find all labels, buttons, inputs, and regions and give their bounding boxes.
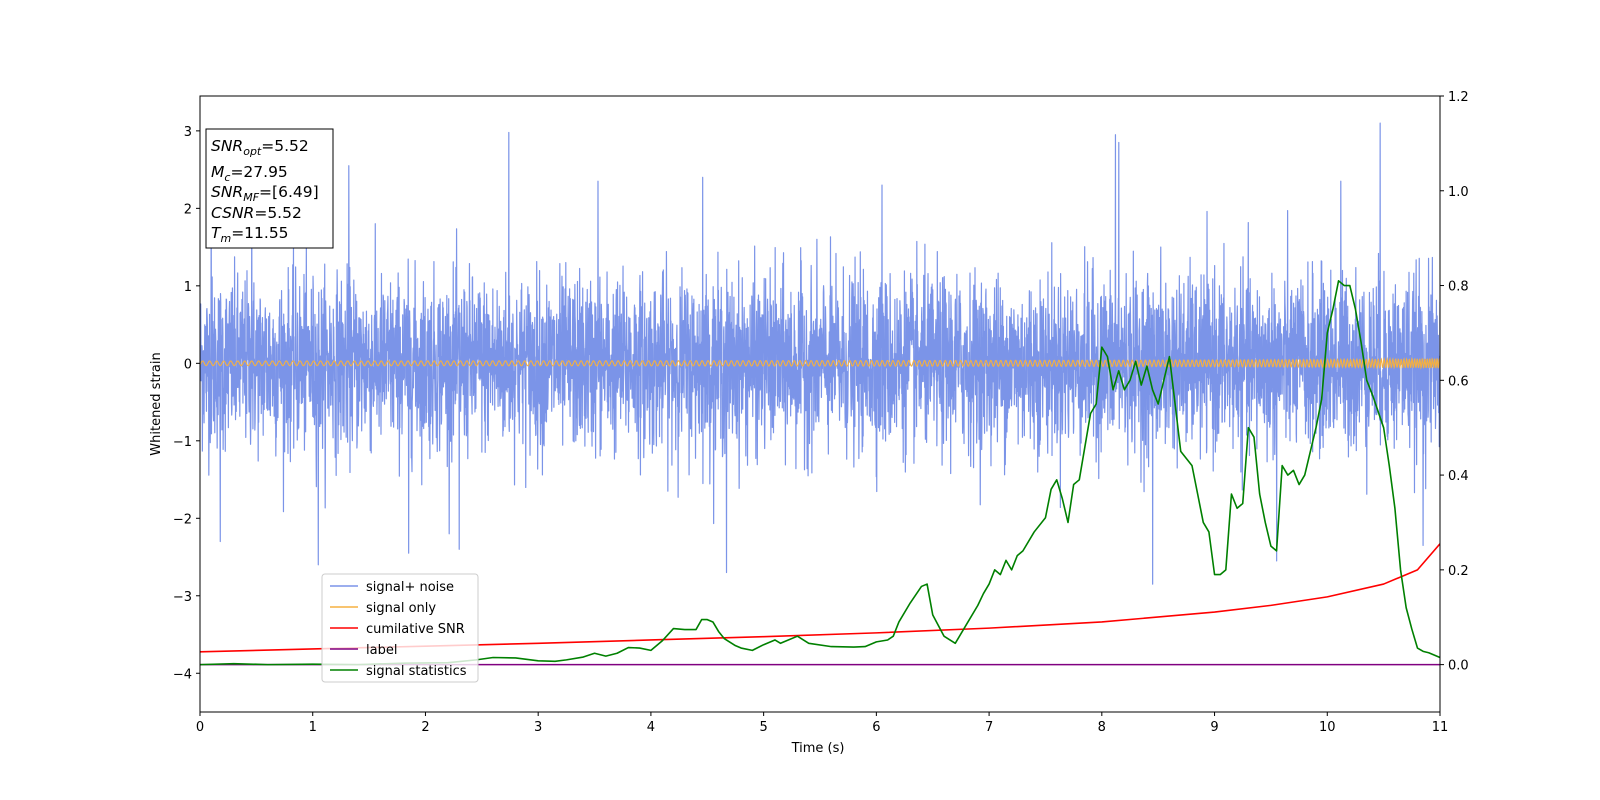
y-axis-label: Whitened strain bbox=[149, 352, 164, 455]
y2-tick-label: 0.8 bbox=[1448, 280, 1469, 295]
series-signal-statistics bbox=[200, 280, 1440, 666]
info-box: SNRopt=5.52 Mc=27.95 SNRMF=[6.49] CSNR=5… bbox=[205, 128, 334, 249]
x-tick-label: 3 bbox=[534, 720, 542, 735]
y-axis-ticks: 3 2 1 0 −1 −2 −3 −4 bbox=[173, 125, 200, 682]
signal-noise-line bbox=[200, 122, 1440, 585]
y2-tick-label: 0.0 bbox=[1448, 659, 1469, 674]
y2-tick-label: 0.6 bbox=[1448, 374, 1469, 389]
plot-frame bbox=[199, 95, 1441, 713]
x-tick-label: 4 bbox=[647, 720, 655, 735]
series-signal-noise bbox=[200, 122, 1440, 585]
x-tick-label: 6 bbox=[872, 720, 880, 735]
y-tick-label: −3 bbox=[173, 590, 192, 605]
y-tick-label: 2 bbox=[184, 202, 192, 217]
x-tick-label: 10 bbox=[1319, 720, 1336, 735]
info-snr-opt: SNRopt=5.52 bbox=[211, 137, 309, 158]
x-axis-ticks: 0 1 2 3 4 5 6 7 8 9 10 11 bbox=[196, 712, 1448, 735]
y2-tick-label: 1.0 bbox=[1448, 185, 1469, 200]
legend-label: signal only bbox=[366, 601, 436, 616]
y-tick-label: −1 bbox=[173, 435, 192, 450]
y2-tick-label: 0.2 bbox=[1448, 564, 1469, 579]
x-tick-label: 8 bbox=[1098, 720, 1106, 735]
y-tick-label: −2 bbox=[173, 512, 192, 527]
x-tick-label: 0 bbox=[196, 720, 204, 735]
x-tick-label: 2 bbox=[421, 720, 429, 735]
signal-only-line bbox=[200, 356, 1440, 370]
info-tm: Tm=11.55 bbox=[211, 224, 289, 245]
legend: signal+ noise signal only cumilative SNR la… bbox=[321, 573, 479, 683]
y-tick-label: 1 bbox=[184, 280, 192, 295]
info-snr-mf: SNRMF=[6.49] bbox=[211, 183, 319, 204]
x-tick-label: 5 bbox=[759, 720, 767, 735]
x-tick-label: 7 bbox=[985, 720, 993, 735]
y2-tick-label: 0.4 bbox=[1448, 469, 1469, 484]
series-signal-only bbox=[200, 356, 1440, 370]
y-tick-label: −4 bbox=[173, 667, 192, 682]
x-axis-label: Time (s) bbox=[791, 741, 845, 756]
x-tick-label: 11 bbox=[1432, 720, 1449, 735]
legend-label: signal statistics bbox=[366, 664, 467, 679]
legend-label: signal+ noise bbox=[366, 580, 454, 595]
y2-tick-label: 1.2 bbox=[1448, 90, 1469, 105]
y-tick-label: 0 bbox=[184, 357, 192, 372]
info-mc: Mc=27.95 bbox=[211, 163, 288, 184]
info-csnr: CSNR=5.52 bbox=[211, 204, 302, 222]
y2-axis-ticks: 1.2 1.0 0.8 0.6 0.4 0.2 0.0 bbox=[1440, 90, 1469, 674]
legend-label: cumilative SNR bbox=[366, 622, 465, 637]
x-tick-label: 9 bbox=[1210, 720, 1218, 735]
y-tick-label: 3 bbox=[184, 125, 192, 140]
x-tick-label: 1 bbox=[309, 720, 317, 735]
legend-label: label bbox=[366, 643, 397, 658]
